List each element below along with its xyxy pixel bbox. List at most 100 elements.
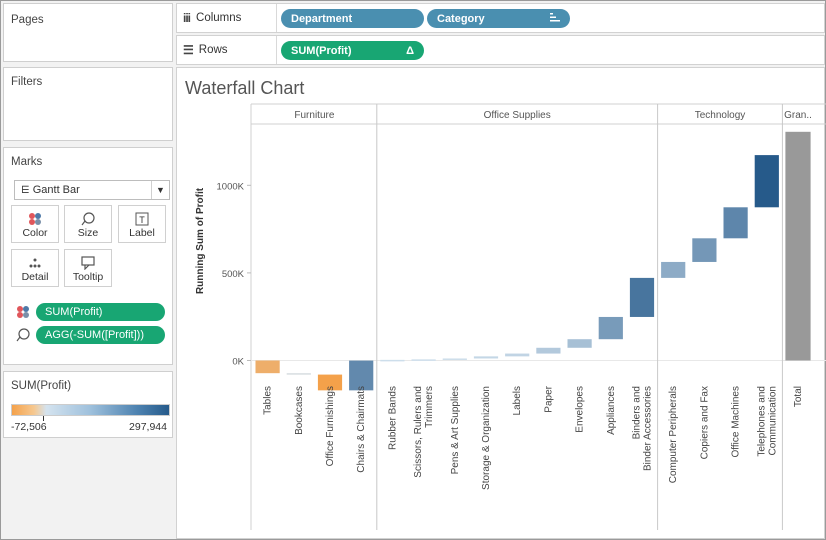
x-tick-label: Trimmers bbox=[424, 386, 435, 428]
rows-icon: ☰ bbox=[183, 43, 194, 57]
gantt-bar-icon: ⋿ bbox=[21, 184, 30, 196]
legend-zero-tick bbox=[43, 416, 44, 421]
x-tick-label: Chairs & Chairmats bbox=[356, 386, 367, 473]
y-axis-title: Running Sum of Profit bbox=[195, 187, 206, 294]
bar[interactable] bbox=[598, 316, 623, 340]
size-field-pill[interactable]: AGG(-SUM([Profit])) bbox=[36, 326, 165, 344]
chevron-down-icon[interactable]: ▼ bbox=[151, 181, 169, 199]
label-t-icon: T bbox=[119, 212, 165, 229]
sum-profit-pill-label: SUM(Profit) bbox=[291, 44, 352, 57]
legend-title: SUM(Profit) bbox=[11, 380, 72, 392]
legend-min-value: -72,506 bbox=[11, 421, 47, 433]
label-label: Label bbox=[129, 227, 155, 239]
x-tick-label: Telephones and bbox=[756, 386, 767, 457]
x-tick-label: Paper bbox=[543, 385, 554, 412]
x-tick-label: Appliances bbox=[606, 386, 617, 435]
table-calc-delta-icon: Δ bbox=[406, 44, 414, 57]
bar[interactable] bbox=[505, 353, 530, 357]
x-tick-label: Office Furnishings bbox=[325, 386, 336, 466]
columns-label: Columns bbox=[196, 12, 242, 24]
pages-card[interactable]: Pages bbox=[3, 3, 173, 62]
mark-type-value: Gantt Bar bbox=[32, 184, 80, 196]
bar[interactable] bbox=[754, 155, 779, 208]
tooltip-button[interactable]: Tooltip bbox=[64, 249, 112, 287]
y-tick-label: 1000K bbox=[217, 181, 245, 192]
bar[interactable] bbox=[692, 238, 717, 262]
bar[interactable] bbox=[255, 360, 280, 374]
department-pill[interactable]: Department bbox=[281, 9, 424, 28]
x-tick-label: Labels bbox=[512, 386, 523, 415]
color-dots-icon bbox=[12, 212, 58, 229]
bar[interactable] bbox=[723, 207, 748, 239]
x-tick-label: Envelopes bbox=[575, 386, 586, 433]
bar[interactable] bbox=[411, 359, 436, 361]
color-legend-card: SUM(Profit) -72,506 297,944 bbox=[3, 371, 173, 438]
x-tick-label: Storage & Organization bbox=[481, 386, 492, 490]
bar[interactable] bbox=[567, 339, 592, 348]
mark-type-dropdown[interactable]: ⋿ Gantt Bar ▼ bbox=[14, 180, 170, 200]
bar[interactable] bbox=[317, 374, 343, 391]
bar[interactable] bbox=[380, 359, 405, 362]
bar[interactable] bbox=[442, 358, 467, 360]
sum-profit-pill[interactable]: SUM(Profit) Δ bbox=[281, 41, 424, 60]
size-lasso-icon bbox=[16, 328, 30, 342]
color-gradient-bar[interactable] bbox=[11, 404, 170, 416]
x-tick-label: Tables bbox=[263, 386, 274, 415]
x-tick-label: Pens & Art Supplies bbox=[450, 386, 461, 474]
department-header: Office Supplies bbox=[484, 110, 551, 121]
detail-dots-icon bbox=[12, 256, 58, 273]
svg-text:T: T bbox=[139, 215, 145, 225]
x-tick-label: Communication bbox=[767, 386, 778, 455]
rows-shelf[interactable]: ☰ Rows SUM(Profit) Δ bbox=[176, 35, 825, 65]
tooltip-label: Tooltip bbox=[72, 271, 104, 283]
size-label: Size bbox=[77, 227, 99, 239]
waterfall-chart[interactable]: 0K 500K 1000K Running Sum of Profit Tables Bo… bbox=[177, 68, 826, 540]
bar[interactable] bbox=[536, 347, 561, 354]
color-dots-icon bbox=[16, 305, 30, 319]
bar[interactable] bbox=[286, 373, 311, 375]
bar[interactable] bbox=[473, 356, 499, 359]
color-label: Color bbox=[22, 227, 48, 239]
category-pill-label: Category bbox=[437, 12, 485, 25]
x-tick-label: Total bbox=[793, 386, 804, 407]
department-header: Gran.. bbox=[784, 110, 812, 121]
viz-title: Waterfall Chart bbox=[185, 78, 305, 98]
rows-label: Rows bbox=[198, 44, 228, 56]
filters-card[interactable]: Filters bbox=[3, 67, 173, 141]
rows-shelf-label: ☰ Rows bbox=[177, 36, 277, 64]
columns-shelf[interactable]: iii Columns Department Category bbox=[176, 3, 825, 33]
detail-button[interactable]: Detail bbox=[11, 249, 59, 287]
sort-descending-icon[interactable] bbox=[550, 12, 560, 25]
bar[interactable] bbox=[629, 277, 655, 317]
department-pill-label: Department bbox=[291, 12, 353, 25]
bar[interactable] bbox=[349, 360, 374, 391]
color-button[interactable]: Color bbox=[11, 205, 59, 243]
columns-shelf-label: iii Columns bbox=[177, 4, 277, 32]
marks-card: Marks ⋿ Gantt Bar ▼ Color Size T Label D… bbox=[3, 147, 173, 365]
columns-icon: iii bbox=[183, 11, 191, 25]
color-field-pill[interactable]: SUM(Profit) bbox=[36, 303, 165, 321]
department-header: Technology bbox=[695, 110, 746, 121]
bar[interactable] bbox=[785, 131, 811, 361]
label-button[interactable]: T Label bbox=[118, 205, 166, 243]
x-tick-label: Copiers and Fax bbox=[699, 386, 710, 459]
bar[interactable] bbox=[661, 261, 686, 278]
category-pill[interactable]: Category bbox=[427, 9, 570, 28]
x-tick-label: Binders and bbox=[632, 386, 643, 439]
legend-max-value: 297,944 bbox=[129, 421, 167, 433]
x-tick-label: Bookcases bbox=[294, 386, 305, 435]
x-tick-label: Scissors, Rulers and bbox=[413, 386, 424, 478]
x-tick-label: Office Machines bbox=[731, 386, 742, 458]
x-tick-label: Rubber Bands bbox=[387, 386, 398, 450]
size-button[interactable]: Size bbox=[64, 205, 112, 243]
marks-title: Marks bbox=[11, 156, 43, 168]
y-tick-label: 500K bbox=[222, 269, 245, 280]
y-tick-label: 0K bbox=[232, 356, 244, 367]
viz-area[interactable]: Waterfall Chart 0K 500K 1000K Running Sum o… bbox=[176, 67, 826, 540]
x-tick-label: Binder Accessories bbox=[643, 386, 654, 471]
filters-title: Filters bbox=[11, 76, 43, 88]
tooltip-speech-icon bbox=[65, 256, 111, 273]
detail-label: Detail bbox=[21, 271, 49, 283]
department-header: Furniture bbox=[294, 110, 334, 121]
x-tick-label: Computer Peripherals bbox=[668, 386, 679, 483]
